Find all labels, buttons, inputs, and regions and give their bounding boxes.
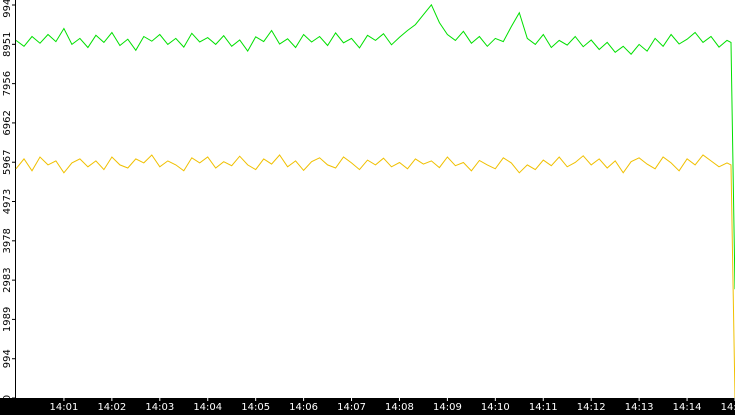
x-tick-label: 14:01 <box>50 402 79 413</box>
x-tick-label: 14:06 <box>289 402 318 413</box>
x-tick-label: 14:15 <box>721 402 735 413</box>
x-tick-label: 14:11 <box>529 402 558 413</box>
y-tick-label: 7956 <box>2 71 13 96</box>
series-line <box>15 154 735 399</box>
x-tick-label: 14:04 <box>193 402 222 413</box>
y-tick-label: 0 <box>2 395 13 401</box>
y-tick-label: 9946 <box>2 0 13 18</box>
x-tick-label: 14:10 <box>481 402 510 413</box>
x-tick-label: 14:13 <box>625 402 654 413</box>
x-tick-label: 14:02 <box>97 402 126 413</box>
x-tick-label: 14:08 <box>385 402 414 413</box>
y-tick-label: 5967 <box>2 149 13 174</box>
y-tick-label: 1989 <box>2 307 13 332</box>
x-axis-bar <box>0 398 735 415</box>
y-tick-label: 6962 <box>2 110 13 135</box>
y-tick-label: 3978 <box>2 228 13 253</box>
x-tick-label: 14:12 <box>577 402 606 413</box>
series-line <box>15 3 735 290</box>
x-tick-label: 14:09 <box>433 402 462 413</box>
x-tick-label: 14:14 <box>673 402 702 413</box>
x-tick-label: 14:05 <box>241 402 270 413</box>
y-tick-label: 2983 <box>2 267 13 292</box>
x-tick-label: 14:03 <box>145 402 174 413</box>
x-tick-label: 14:07 <box>337 402 366 413</box>
y-tick-label: 8951 <box>2 32 13 57</box>
y-tick-label: 4973 <box>2 189 13 214</box>
y-tick-label: 994 <box>2 349 13 368</box>
